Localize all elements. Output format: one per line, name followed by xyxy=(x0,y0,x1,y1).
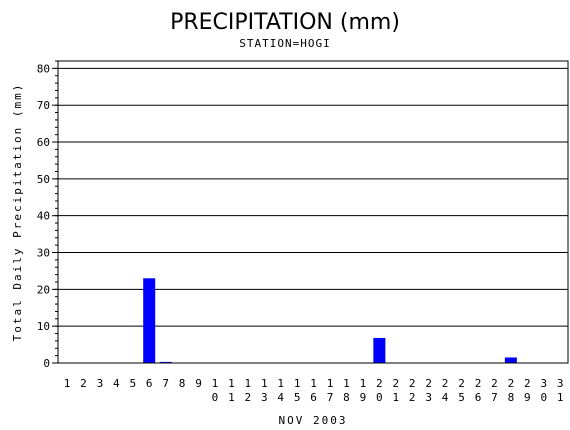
chart-title: PRECIPITATION (mm) xyxy=(170,10,400,35)
plot-frame xyxy=(57,60,569,364)
x-tick-label: 1 xyxy=(294,377,301,390)
x-tick-label: 9 xyxy=(195,377,202,390)
x-tick-label: 0 xyxy=(212,391,219,404)
y-tick-label: 30 xyxy=(37,247,50,260)
x-tick-label: 1 xyxy=(310,377,317,390)
x-tick-label: 1 xyxy=(343,377,350,390)
x-tick-label: 7 xyxy=(162,377,169,390)
x-tick-label: 6 xyxy=(146,377,153,390)
y-tick-label: 0 xyxy=(43,357,50,370)
x-tick-label: 5 xyxy=(458,391,465,404)
x-tick-label: 9 xyxy=(524,391,531,404)
x-tick-label: 2 xyxy=(409,377,416,390)
x-tick-label: 1 xyxy=(360,377,367,390)
bar xyxy=(373,337,386,363)
x-tick-label: 9 xyxy=(360,391,367,404)
bars xyxy=(143,278,517,363)
x-tick-label: 1 xyxy=(327,377,334,390)
x-tick-label: 2 xyxy=(508,377,515,390)
x-tick-label: 0 xyxy=(540,391,547,404)
y-tick-label: 40 xyxy=(37,210,50,223)
x-tick-label: 8 xyxy=(508,391,515,404)
x-tick-label: 2 xyxy=(458,377,465,390)
x-tick-label: 3 xyxy=(261,391,268,404)
x-tick-label: 8 xyxy=(343,391,350,404)
x-tick-label: 1 xyxy=(64,377,71,390)
x-tick-label: 3 xyxy=(540,377,547,390)
x-tick-label: 1 xyxy=(228,391,235,404)
x-tick-label: 2 xyxy=(442,377,449,390)
x-tick-label: 8 xyxy=(179,377,186,390)
y-tick-label: 80 xyxy=(37,62,50,75)
x-tick-label: 7 xyxy=(327,391,334,404)
x-tick-label: 4 xyxy=(442,391,449,404)
x-tick-label: 2 xyxy=(392,377,399,390)
x-tick-label: 1 xyxy=(557,391,564,404)
x-tick-label: 2 xyxy=(524,377,531,390)
x-tick-label: 0 xyxy=(376,391,383,404)
grid-lines xyxy=(58,67,568,327)
x-tick-label: 2 xyxy=(376,377,383,390)
bar xyxy=(504,357,517,363)
x-tick-label: 2 xyxy=(475,377,482,390)
x-tick-label: 2 xyxy=(491,377,498,390)
x-tick-label: 1 xyxy=(228,377,235,390)
x-tick-label: 1 xyxy=(245,377,252,390)
x-tick-label: 7 xyxy=(491,391,498,404)
x-tick-label: 2 xyxy=(425,377,432,390)
y-tick-label: 50 xyxy=(37,173,50,186)
x-tick-label: 3 xyxy=(425,391,432,404)
y-tick-label: 70 xyxy=(37,99,50,112)
x-tick-label: 2 xyxy=(409,391,416,404)
y-axis-label: Total Daily Precipitation (mm) xyxy=(11,83,24,342)
x-tick-label: 4 xyxy=(113,377,120,390)
y-tick-label: 10 xyxy=(37,320,50,333)
x-tick-label: 5 xyxy=(294,391,301,404)
x-tick-label: 1 xyxy=(261,377,268,390)
y-axis-ticks: 0 10 20 30 40 50 60 70 80 xyxy=(37,60,58,370)
x-tick-label: 1 xyxy=(212,377,219,390)
x-tick-label: 1 xyxy=(277,377,284,390)
x-tick-label: 6 xyxy=(475,391,482,404)
y-tick-label: 60 xyxy=(37,136,50,149)
x-tick-label: 1 xyxy=(392,391,399,404)
x-tick-label: 4 xyxy=(277,391,284,404)
x-axis-ticks: 1 2 3 4 5 6 7 8 9 1011121314151617181920212223242… xyxy=(64,377,564,404)
x-tick-label: 3 xyxy=(97,377,104,390)
x-tick-label: 3 xyxy=(557,377,564,390)
y-tick-label: 20 xyxy=(37,283,50,296)
chart-subtitle: STATION=HOGI xyxy=(239,37,330,50)
x-axis-label: NOV 2003 xyxy=(279,414,348,427)
x-tick-label: 6 xyxy=(310,391,317,404)
x-tick-label: 2 xyxy=(245,391,252,404)
bar xyxy=(143,278,156,363)
x-tick-label: 2 xyxy=(80,377,87,390)
bar xyxy=(159,361,172,363)
x-tick-label: 5 xyxy=(129,377,136,390)
